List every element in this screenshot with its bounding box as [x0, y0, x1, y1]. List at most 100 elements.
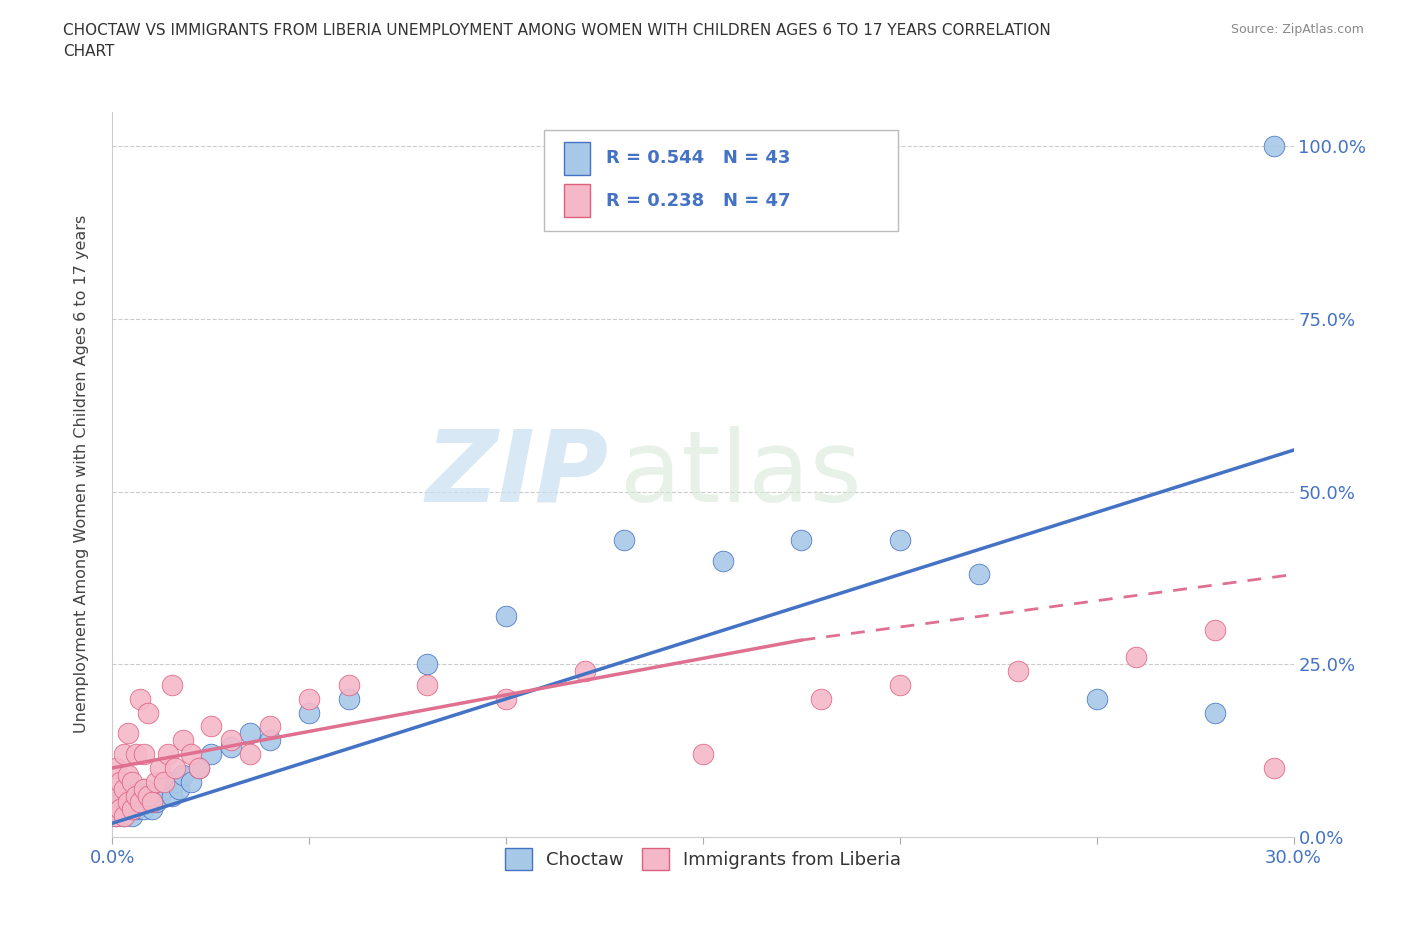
- Point: [141, 795, 163, 810]
- Point: [136, 795, 159, 810]
- Point: [110, 802, 132, 817]
- Point: [790, 533, 813, 548]
- Point: [149, 788, 172, 803]
- Point: [169, 781, 191, 796]
- Point: [711, 553, 734, 568]
- Point: [121, 775, 143, 790]
- Point: [105, 761, 128, 776]
- Point: [416, 657, 439, 671]
- FancyBboxPatch shape: [564, 184, 589, 217]
- Point: [810, 691, 832, 706]
- Point: [132, 781, 155, 796]
- FancyBboxPatch shape: [564, 142, 589, 175]
- Point: [132, 802, 155, 817]
- Point: [136, 705, 159, 720]
- Point: [188, 761, 211, 776]
- Point: [692, 747, 714, 762]
- Point: [165, 775, 187, 790]
- Point: [613, 533, 636, 548]
- Point: [152, 781, 174, 796]
- Point: [136, 788, 159, 803]
- Point: [117, 726, 139, 741]
- Point: [110, 802, 132, 817]
- Point: [180, 747, 202, 762]
- Point: [121, 809, 143, 824]
- Point: [219, 739, 242, 754]
- Text: ZIP: ZIP: [426, 426, 609, 523]
- Point: [117, 781, 139, 796]
- Point: [112, 747, 135, 762]
- Point: [1204, 705, 1226, 720]
- Point: [180, 775, 202, 790]
- Point: [112, 809, 135, 824]
- Legend: Choctaw, Immigrants from Liberia: Choctaw, Immigrants from Liberia: [495, 839, 911, 879]
- Point: [239, 726, 262, 741]
- Point: [129, 691, 152, 706]
- Point: [129, 795, 152, 810]
- Point: [105, 809, 128, 824]
- Point: [967, 567, 990, 582]
- FancyBboxPatch shape: [544, 130, 898, 232]
- Point: [125, 788, 148, 803]
- Point: [889, 533, 911, 548]
- Point: [156, 775, 179, 790]
- Point: [1007, 664, 1029, 679]
- Point: [172, 733, 194, 748]
- Point: [125, 747, 148, 762]
- Text: Source: ZipAtlas.com: Source: ZipAtlas.com: [1230, 23, 1364, 36]
- Point: [125, 802, 148, 817]
- Point: [132, 747, 155, 762]
- Text: R = 0.544   N = 43: R = 0.544 N = 43: [606, 149, 790, 167]
- Text: atlas: atlas: [620, 426, 862, 523]
- Point: [149, 761, 172, 776]
- Point: [145, 775, 167, 790]
- Point: [110, 775, 132, 790]
- Point: [132, 781, 155, 796]
- Point: [129, 795, 152, 810]
- Point: [1263, 761, 1285, 776]
- Point: [1085, 691, 1108, 706]
- Point: [495, 691, 517, 706]
- Point: [416, 678, 439, 693]
- Point: [259, 719, 281, 734]
- Point: [112, 781, 135, 796]
- Point: [165, 761, 187, 776]
- Point: [188, 761, 211, 776]
- Point: [145, 795, 167, 810]
- Point: [117, 802, 139, 817]
- Point: [112, 788, 135, 803]
- Y-axis label: Unemployment Among Women with Children Ages 6 to 17 years: Unemployment Among Women with Children A…: [75, 215, 89, 734]
- Point: [1263, 139, 1285, 153]
- Point: [200, 747, 222, 762]
- Point: [125, 788, 148, 803]
- Point: [105, 788, 128, 803]
- Point: [121, 802, 143, 817]
- Point: [337, 678, 360, 693]
- Point: [219, 733, 242, 748]
- Point: [239, 747, 262, 762]
- Point: [200, 719, 222, 734]
- Text: CHART: CHART: [63, 44, 115, 59]
- Point: [141, 788, 163, 803]
- Point: [141, 802, 163, 817]
- Point: [117, 767, 139, 782]
- Point: [298, 691, 321, 706]
- Point: [152, 775, 174, 790]
- Point: [112, 809, 135, 824]
- Text: CHOCTAW VS IMMIGRANTS FROM LIBERIA UNEMPLOYMENT AMONG WOMEN WITH CHILDREN AGES 6: CHOCTAW VS IMMIGRANTS FROM LIBERIA UNEMP…: [63, 23, 1052, 38]
- Point: [117, 795, 139, 810]
- Point: [337, 691, 360, 706]
- Point: [105, 809, 128, 824]
- Point: [160, 678, 183, 693]
- Point: [121, 795, 143, 810]
- Text: R = 0.238   N = 47: R = 0.238 N = 47: [606, 192, 790, 210]
- Point: [259, 733, 281, 748]
- Point: [1125, 650, 1147, 665]
- Point: [172, 767, 194, 782]
- Point: [298, 705, 321, 720]
- Point: [1204, 622, 1226, 637]
- Point: [105, 795, 128, 810]
- Point: [574, 664, 596, 679]
- Point: [495, 608, 517, 623]
- Point: [160, 788, 183, 803]
